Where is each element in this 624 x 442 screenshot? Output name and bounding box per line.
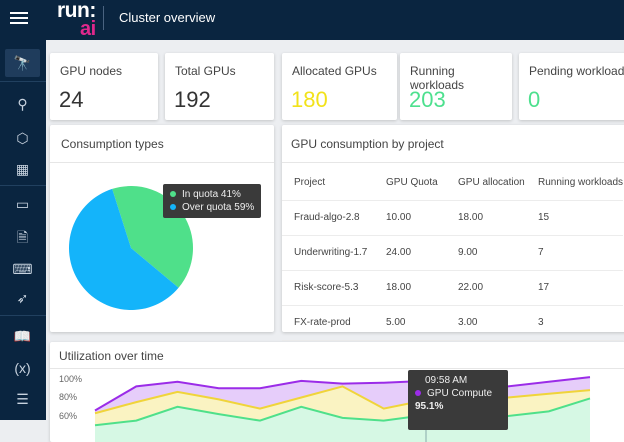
- projects-card: GPU consumption by project Project GPU Qu…: [282, 125, 624, 341]
- workflow-icon[interactable]: ⚲: [17, 95, 28, 112]
- card-title: Utilization over time: [59, 349, 164, 363]
- projects-table: Project GPU Quota GPU allocation Running wo…: [282, 165, 624, 341]
- page-title: Cluster overview: [119, 10, 216, 25]
- stat-pending-workloads: Pending workloads 0: [519, 53, 624, 120]
- table-row[interactable]: Fraud-algo-2.8 10.00 18.00 15: [282, 200, 624, 236]
- table-row[interactable]: FX-rate-prod 5.00 3.00 3: [282, 305, 624, 341]
- card-title: Consumption types: [61, 137, 164, 151]
- datacenter-icon[interactable]: ▦: [15, 160, 30, 177]
- logo[interactable]: run: ai: [57, 0, 96, 40]
- stat-allocated-gpus: Allocated GPUs 180: [282, 53, 397, 120]
- laptop-code-icon[interactable]: ⌨: [12, 260, 33, 277]
- utilization-card: Utilization over time 100% 80% 60% 09:58…: [50, 342, 624, 442]
- stat-total-gpus: Total GPUs 192: [165, 53, 274, 120]
- pie-slice-over-quota[interactable]: [69, 188, 179, 310]
- cube-icon[interactable]: ⬡: [16, 129, 29, 146]
- database-icon[interactable]: ☰: [16, 390, 29, 407]
- consumption-card: Consumption types In quota 41% Over quot…: [50, 125, 274, 332]
- top-bar: run: ai Cluster overview: [0, 0, 624, 40]
- rocket-icon[interactable]: ➶: [16, 289, 29, 306]
- table-row[interactable]: Underwriting-1.7 24.00 9.00 7: [282, 235, 624, 271]
- sidebar: 🔭 ⚲ ⬡ ▦ ▭ 🗎 ⌨ ➶ 📖 (x) ☰: [0, 40, 46, 420]
- y-tick: 80%: [59, 392, 78, 402]
- table-row[interactable]: Risk-score-5.3 18.00 22.00 17: [282, 270, 624, 306]
- area-chart: [94, 376, 591, 442]
- briefcase-icon[interactable]: ▭: [15, 195, 30, 212]
- y-tick: 60%: [59, 411, 78, 421]
- menu-icon[interactable]: [10, 9, 28, 27]
- pie-tooltip: In quota 41% Over quota 59%: [163, 184, 262, 218]
- y-tick: 100%: [59, 374, 83, 384]
- stat-gpu-nodes: GPU nodes 24: [50, 53, 158, 120]
- stat-running-workloads: Running workloads 203: [400, 53, 512, 120]
- book-icon[interactable]: 📖: [13, 327, 32, 344]
- divider: [103, 6, 104, 30]
- pie-chart: [69, 186, 193, 310]
- chart-tooltip: 09:58 AM GPU Compute 95.1%: [408, 370, 508, 430]
- card-title: GPU consumption by project: [291, 137, 444, 151]
- variable-icon[interactable]: (x): [14, 360, 31, 376]
- telescope-icon[interactable]: 🔭: [5, 49, 40, 77]
- code-file-icon[interactable]: 🗎: [16, 229, 29, 245]
